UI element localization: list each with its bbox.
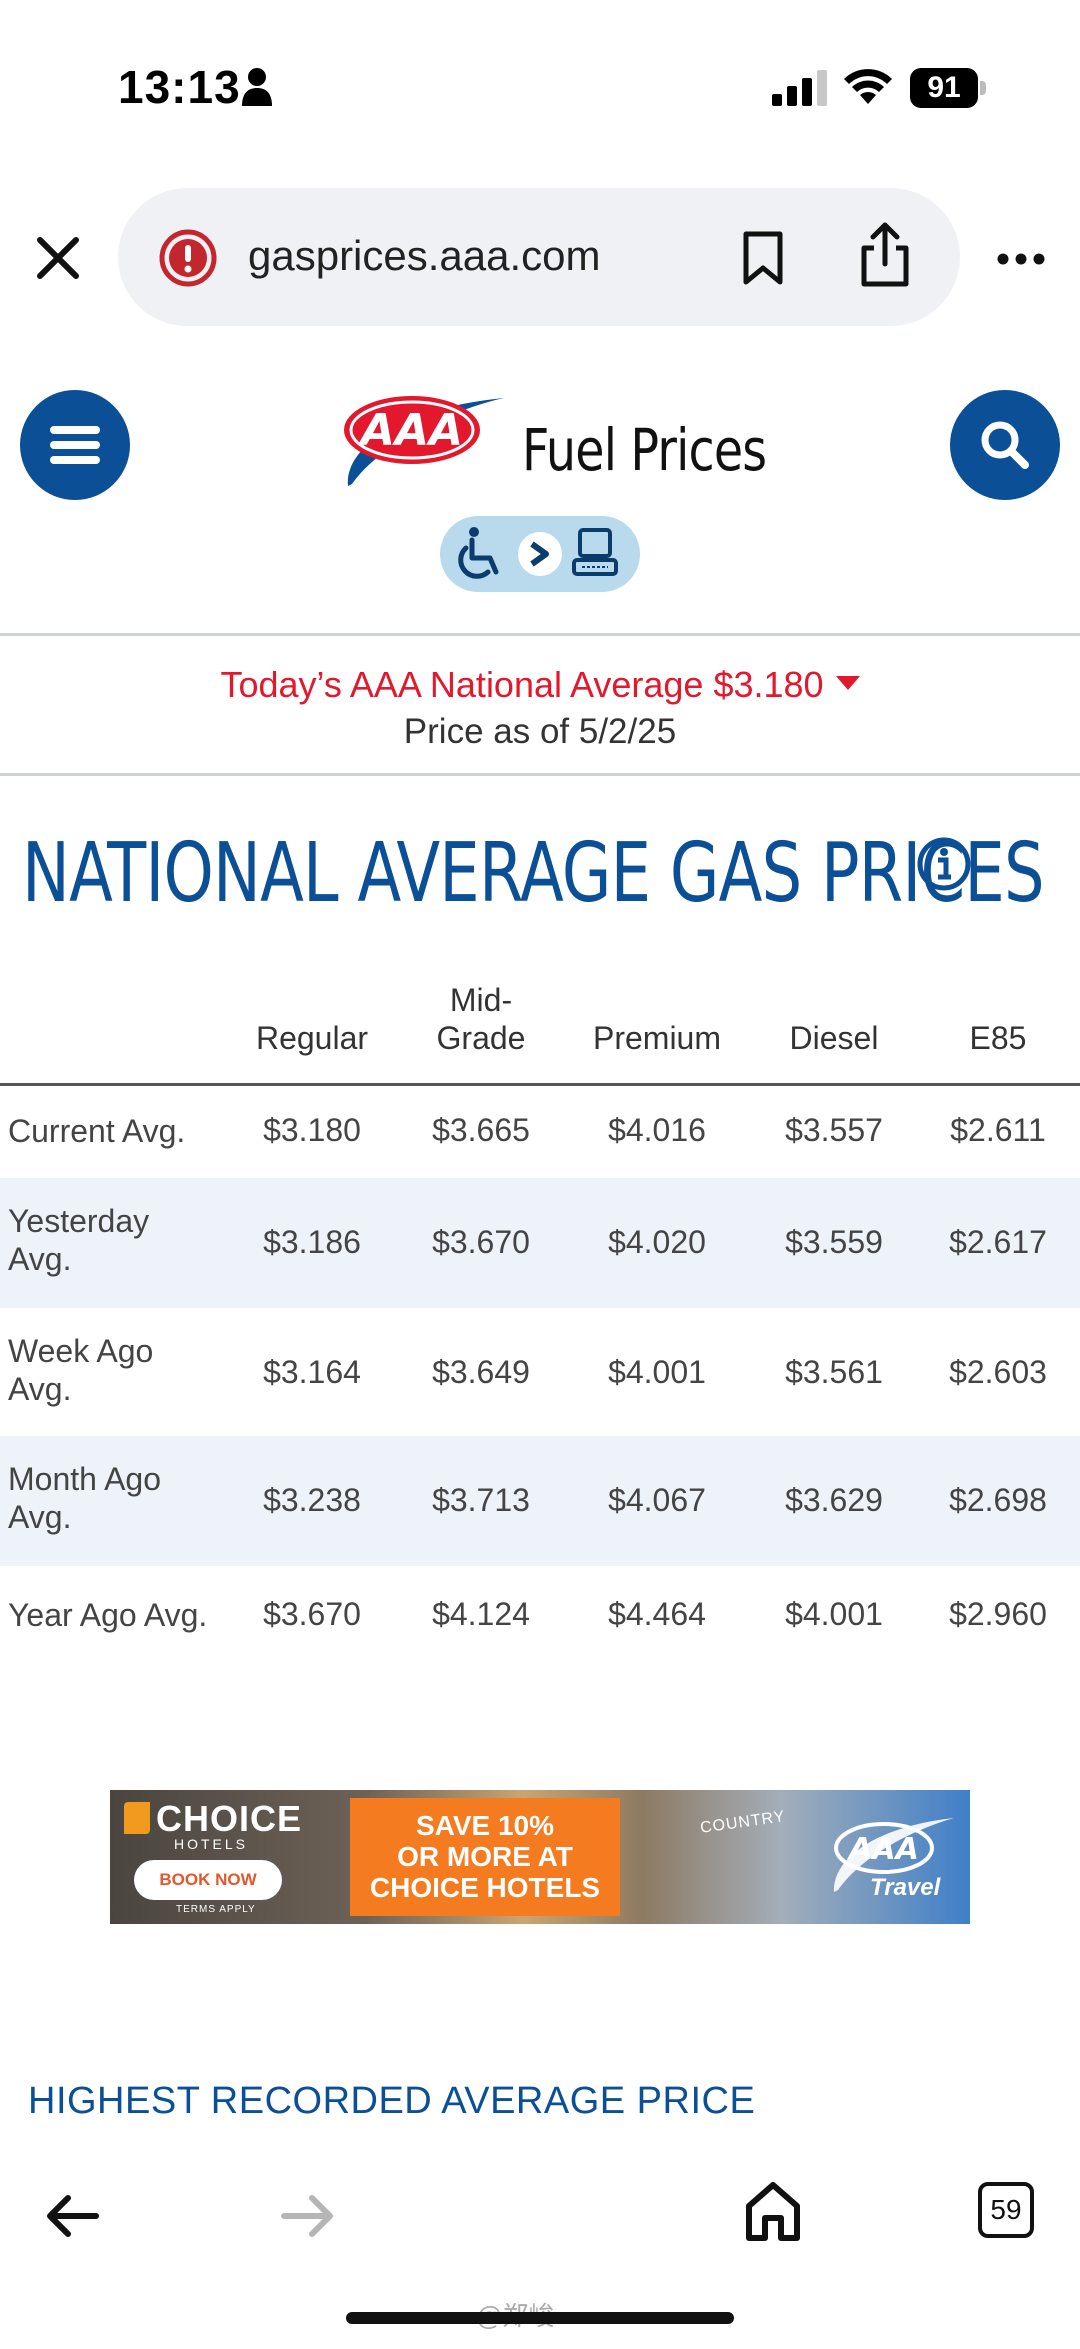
price-cell: $2.617 (949, 1224, 1047, 1260)
price-cell: $4.067 (608, 1482, 706, 1518)
battery-tip (980, 81, 986, 95)
row-label: Week Ago Avg. (8, 1333, 154, 1407)
row-label: Current Avg. (8, 1113, 186, 1149)
price-cell: $3.559 (785, 1224, 883, 1260)
table-header: Regular Mid- Grade Premium Diesel E85 (0, 970, 1080, 1086)
site-title: Fuel Prices (522, 416, 767, 484)
price-cell: $3.180 (263, 1112, 361, 1148)
person-icon (242, 68, 272, 106)
row-label: Month Ago Avg. (8, 1461, 161, 1535)
price-cell: $4.124 (432, 1596, 530, 1632)
column-header: Mid- Grade (436, 982, 526, 1056)
search-icon (981, 421, 1029, 469)
price-cell: $2.611 (950, 1112, 1046, 1148)
status-bar: 13:13 91 (0, 0, 1080, 170)
ad-brand: CHOICE (124, 1798, 302, 1840)
menu-bar-icon (50, 456, 100, 464)
share-icon[interactable] (858, 222, 912, 288)
column-header: Regular (255, 1020, 369, 1056)
price-cell: $3.186 (263, 1224, 361, 1260)
price-cell: $3.629 (785, 1482, 883, 1518)
battery-indicator: 91 (910, 68, 986, 108)
price-cell: $3.713 (432, 1482, 530, 1518)
price-cell: $4.016 (608, 1112, 706, 1148)
price-cell: $3.238 (263, 1482, 361, 1518)
price-cell: $3.670 (263, 1596, 361, 1632)
menu-bar-icon (50, 426, 100, 434)
price-cell: $3.561 (785, 1354, 883, 1390)
price-cell: $4.020 (608, 1224, 706, 1260)
close-icon[interactable] (30, 230, 86, 286)
table-row: Year Ago Avg. $3.670 $4.124 $4.464 $4.00… (0, 1566, 1080, 1658)
ad-partner-text: AAA (847, 1832, 919, 1867)
wifi-icon (844, 69, 892, 104)
price-table: Regular Mid- Grade Premium Diesel E85 Cu… (0, 970, 1080, 1658)
price-cell: $2.603 (949, 1354, 1047, 1390)
ad-terms: TERMS APPLY (176, 1904, 256, 1915)
home-icon[interactable] (744, 2180, 802, 2242)
price-cell: $3.649 (432, 1354, 530, 1390)
ad-brand-text: CHOICE (156, 1798, 303, 1839)
ad-hotel-sign: COUNTRY (699, 1808, 787, 1837)
section-heading[interactable]: HIGHEST RECORDED AVERAGE PRICE (28, 2080, 756, 2122)
tabs-button[interactable]: 59 (978, 2182, 1034, 2238)
aaa-travel-logo: AAA (833, 1818, 954, 1892)
choice-logo-icon (124, 1802, 150, 1834)
bookmark-icon[interactable] (740, 230, 786, 286)
home-indicator[interactable] (346, 2312, 734, 2324)
menu-bar-icon (50, 441, 100, 449)
page-title: NATIONAL AVERAGE GAS PRICES (22, 826, 1045, 921)
status-time: 13:13 (118, 61, 241, 113)
column-header: E85 (969, 1020, 1027, 1056)
price-cell: $2.698 (949, 1482, 1047, 1518)
price-cell: $4.001 (785, 1596, 883, 1632)
info-icon[interactable] (916, 836, 972, 892)
ad-offer: SAVE 10% OR MORE AT CHOICE HOTELS (350, 1798, 620, 1916)
security-alert-icon[interactable] (158, 228, 218, 288)
national-average-line: Today’s AAA National Average $3.180 (0, 664, 1080, 706)
row-label: Year Ago Avg. (8, 1597, 208, 1633)
browser-toolbar: gasprices.aaa.com (0, 186, 1080, 332)
ad-banner[interactable]: CHOICE HOTELS BOOK NOW TERMS APPLY SAVE … (110, 1790, 970, 1924)
aaa-logo-text: AAA (358, 405, 463, 456)
ad-partner-sub: Travel (870, 1874, 941, 1901)
url-text[interactable]: gasprices.aaa.com (248, 232, 601, 279)
table-row: Week Ago Avg. $3.164 $3.649 $4.001 $3.56… (0, 1308, 1080, 1436)
more-options-icon[interactable] (996, 252, 1046, 266)
aaa-logo[interactable]: AAA (340, 388, 510, 498)
address-bar[interactable]: gasprices.aaa.com (118, 188, 960, 326)
ad-brand-sub: HOTELS (174, 1836, 249, 1852)
forward-arrow-icon[interactable] (280, 2194, 334, 2238)
row-label: Yesterday Avg. (8, 1203, 150, 1277)
national-average-text: Today’s AAA National Average $3.180 (220, 664, 824, 705)
site-header: AAA Fuel Prices (0, 360, 1080, 636)
price-cell: $3.164 (263, 1354, 361, 1390)
price-cell: $3.670 (432, 1224, 530, 1260)
national-average-banner: Today’s AAA National Average $3.180 Pric… (0, 636, 1080, 776)
menu-button[interactable] (20, 390, 130, 500)
price-cell: $4.001 (608, 1354, 706, 1390)
price-cell: $2.960 (949, 1596, 1047, 1632)
search-button[interactable] (950, 390, 1060, 500)
book-now-button[interactable]: BOOK NOW (134, 1860, 282, 1900)
table-row: Current Avg. $3.180 $3.665 $4.016 $3.557… (0, 1086, 1080, 1178)
price-down-icon (835, 676, 860, 691)
accessibility-icon[interactable] (438, 514, 642, 594)
price-date: Price as of 5/2/25 (403, 712, 677, 751)
cellular-signal-icon (772, 70, 827, 106)
column-header: Premium (592, 1020, 721, 1056)
table-row: Yesterday Avg. $3.186 $3.670 $4.020 $3.5… (0, 1178, 1080, 1308)
bottom-toolbar: 59 (0, 2150, 1080, 2280)
price-cell: $4.464 (608, 1596, 706, 1632)
table-row: Month Ago Avg. $3.238 $3.713 $4.067 $3.6… (0, 1436, 1080, 1566)
battery-level: 91 (910, 68, 978, 108)
column-header: Diesel (789, 1020, 879, 1056)
price-cell: $3.665 (432, 1112, 530, 1148)
back-arrow-icon[interactable] (46, 2194, 100, 2238)
price-cell: $3.557 (785, 1112, 883, 1148)
